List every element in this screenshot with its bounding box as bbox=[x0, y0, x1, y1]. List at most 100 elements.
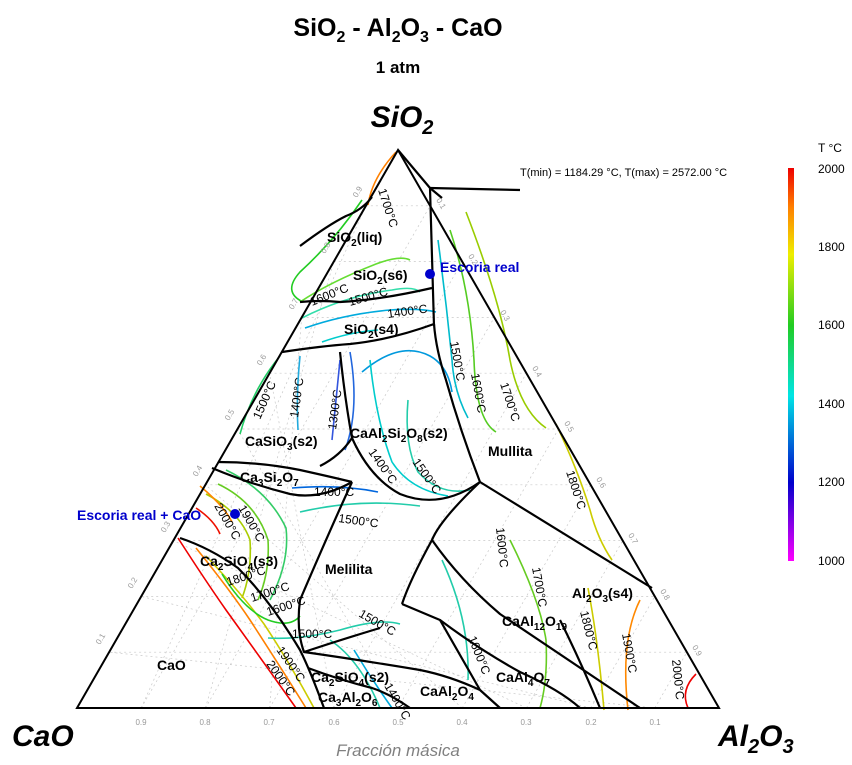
colorbar-label-1400: 1400 bbox=[818, 397, 845, 411]
isotherm-1600-mullite bbox=[449, 229, 497, 433]
grid-line bbox=[237, 428, 399, 709]
phase-label-casio3: CaSiO3(s2) bbox=[245, 433, 317, 453]
isotherm-1600-lower bbox=[441, 559, 469, 681]
isotherm-2000-c2s bbox=[195, 507, 221, 535]
isotherm-label-1500-melilite: 1500°C bbox=[338, 511, 380, 530]
tick-bottom-2: 0.8 bbox=[199, 718, 211, 727]
grid-line bbox=[109, 651, 655, 709]
boundary-anorthite-melilite bbox=[350, 437, 481, 501]
isotherm-2000-cao bbox=[177, 537, 297, 709]
isotherm-label-1600-mid: 1600°C bbox=[493, 527, 511, 569]
isotherm-1900-cao bbox=[195, 547, 307, 709]
tick-right-5: 0.5 bbox=[562, 420, 576, 435]
boundary-anorthite-mullite bbox=[432, 323, 482, 483]
isotherm-1500-anorthite bbox=[406, 399, 471, 492]
phase-label-caal4o7: CaAl4O7 bbox=[496, 669, 550, 689]
boundary-c3a bbox=[307, 666, 411, 709]
isotherm-1800-mullite bbox=[555, 423, 613, 561]
tick-right-9: 0.9 bbox=[690, 644, 704, 659]
isotherm-1700-mullite bbox=[465, 211, 547, 429]
vertex-label-sio2: SiO2 bbox=[371, 101, 434, 139]
phase-label-ca3si2o7: Ca3Si2O7 bbox=[240, 469, 299, 489]
isotherm-1900-alumina bbox=[624, 599, 641, 711]
isotherm-label-1500-mullite: 1500°C bbox=[447, 340, 468, 382]
boundary-alumina-cal12 bbox=[430, 481, 641, 709]
isotherm-1300-anorthite bbox=[344, 351, 355, 451]
colorbar-gradient bbox=[788, 168, 794, 561]
phase-label-melilita: Melilita bbox=[325, 561, 373, 577]
phase-label-caal12o19: CaAl12O19 bbox=[502, 613, 567, 633]
tick-bottom-6: 0.4 bbox=[456, 718, 468, 727]
isotherm-lines bbox=[177, 151, 697, 711]
isotherm-label-1400-lower: 1400°C bbox=[381, 681, 413, 723]
boundary-cao-c2s bbox=[179, 536, 326, 709]
isotherm-label-1600-mullite: 1600°C bbox=[468, 372, 489, 414]
isotherm-1400-lower bbox=[329, 639, 381, 709]
isotherm-1600-c2s bbox=[225, 469, 288, 601]
diagram-subtitle: 1 atm bbox=[376, 58, 420, 77]
tick-bottom-3: 0.7 bbox=[263, 718, 275, 727]
temperature-colorbar: T °C 2000 1800 1600 1400 1200 1000 bbox=[788, 141, 845, 568]
boundary-cal4-cal12 bbox=[559, 619, 602, 709]
phase-label-caal2o4: CaAl2O4 bbox=[420, 683, 474, 703]
isotherm-1500-mullite bbox=[437, 239, 469, 419]
boundary-cal2-cal4 bbox=[439, 619, 581, 709]
phase-label-al2o3: Al2O3(s4) bbox=[572, 585, 633, 605]
phase-label-ca2sio4-s3: Ca2SiO4(s3) bbox=[200, 553, 278, 573]
isotherm-label-1300: 1300°C bbox=[325, 388, 344, 430]
colorbar-label-2000: 2000 bbox=[818, 162, 845, 176]
boundary-mullite-alumina bbox=[479, 481, 653, 589]
isotherm-1300-casio3 bbox=[331, 359, 341, 441]
grid-line bbox=[140, 205, 431, 709]
colorbar-label-1200: 1200 bbox=[818, 475, 845, 489]
isotherm-2000-alumina bbox=[684, 673, 697, 709]
isotherm-1800-alumina bbox=[587, 587, 605, 711]
composition-points: Escoria real Escoria real + CaO bbox=[77, 259, 519, 523]
boundary-liq bbox=[299, 196, 373, 247]
boundary-casio3-anorthite bbox=[319, 351, 354, 467]
grid-line bbox=[590, 596, 656, 709]
isotherm-1500-sio2 bbox=[301, 287, 421, 319]
tick-left-5: 0.5 bbox=[223, 407, 237, 422]
phase-label-sio2-s6: SiO2(s6) bbox=[353, 267, 408, 287]
boundary-sio2-mullite bbox=[397, 149, 436, 327]
boundary-c2s-melilite bbox=[297, 481, 381, 654]
grid-line bbox=[269, 373, 335, 709]
boundary-melilite-inner bbox=[400, 539, 433, 605]
isotherm-1500-melilite bbox=[299, 502, 421, 513]
isotherm-1700-lower bbox=[509, 539, 548, 709]
grid-line bbox=[526, 540, 624, 709]
isotherm-1400-melilite bbox=[291, 485, 379, 493]
boundary-ca3si2o7-bottom bbox=[211, 466, 353, 497]
tick-bottom-8: 0.2 bbox=[585, 718, 597, 727]
boundary-mullite-top bbox=[429, 186, 521, 192]
tick-bottom-7: 0.3 bbox=[520, 718, 532, 727]
grid-line bbox=[140, 205, 367, 709]
boundary-short bbox=[429, 187, 443, 199]
isotherm-1400-anorthite-a bbox=[361, 349, 453, 393]
phase-label-sio2-liq: SiO2(liq) bbox=[327, 229, 382, 249]
tick-labels: 0.9 0.8 0.7 0.6 0.5 0.4 0.3 0.2 0.1 0.9 … bbox=[94, 184, 704, 727]
isotherm-1450-sio2 bbox=[321, 329, 379, 343]
isotherm-label-1500-top: 1500°C bbox=[347, 284, 390, 309]
isotherm-label-1400-top: 1400°C bbox=[386, 301, 428, 320]
boundary-cal2-base bbox=[479, 689, 501, 709]
isotherm-label-1900-alumina: 1900°C bbox=[619, 632, 640, 674]
boundary-s6-s4 bbox=[299, 286, 433, 304]
tick-right-7: 0.7 bbox=[626, 532, 640, 547]
tick-right-8: 0.8 bbox=[658, 588, 672, 603]
boundary-ca3si2o7-top bbox=[217, 460, 353, 484]
tick-left-4: 0.6 bbox=[255, 352, 269, 367]
isotherm-label-1500-cao: 1500°C bbox=[292, 627, 332, 641]
isotherm-1600-sio2 bbox=[290, 199, 363, 303]
point-escoria-real-cao[interactable] bbox=[230, 509, 240, 519]
tick-left-1: 0.9 bbox=[351, 184, 365, 199]
point-escoria-real[interactable] bbox=[425, 269, 435, 279]
isotherm-1800-cao bbox=[205, 555, 315, 709]
boundary-c2s-cal2 bbox=[303, 650, 481, 691]
isotherm-label-1700-mid: 1700°C bbox=[529, 566, 550, 608]
tick-left-9: 0.1 bbox=[94, 631, 108, 646]
phase-label-mullita: Mullita bbox=[488, 443, 533, 459]
axis-label: Fracción másica bbox=[336, 741, 460, 760]
